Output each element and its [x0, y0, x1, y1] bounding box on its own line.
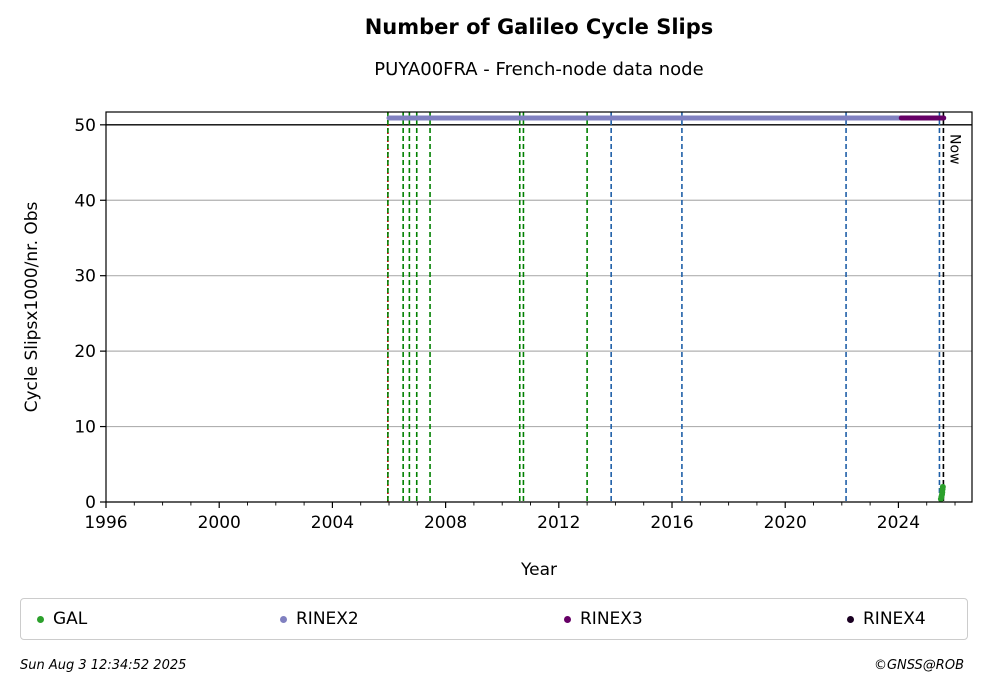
y-tick-label: 40: [74, 191, 96, 211]
x-tick-label: 2004: [311, 513, 354, 533]
y-tick-label: 0: [85, 493, 96, 513]
credit: ©GNSS@ROB: [873, 658, 964, 673]
legend-marker: [564, 615, 571, 623]
plot-frame: [105, 111, 973, 503]
legend-label: RINEX3: [580, 609, 643, 629]
x-tick-label: 2008: [424, 513, 467, 533]
now-label: Now: [946, 134, 962, 165]
timestamp: Sun Aug 3 12:34:52 2025: [20, 658, 187, 673]
y-axis: 0 10 20 30 40 50: [74, 116, 106, 513]
series-gal-point: [939, 483, 946, 490]
x-axis-label: Year: [520, 560, 557, 580]
y-axis-label: Cycle Slipsx1000/nr. Obs: [22, 201, 42, 412]
x-tick-label: 2012: [537, 513, 580, 533]
legend-label: RINEX2: [296, 609, 359, 629]
grid-lines: [106, 124, 972, 503]
legend: GAL RINEX2 RINEX3 RINEX4: [20, 598, 968, 640]
x-tick-label: 2024: [877, 513, 920, 533]
y-tick-label: 30: [74, 267, 96, 287]
y-tick-label: 20: [74, 342, 96, 362]
x-tick-label: 2000: [198, 513, 241, 533]
y-tick-label: 50: [74, 116, 96, 136]
data-marks: [386, 115, 947, 502]
legend-item-rinex4: RINEX4: [847, 599, 926, 639]
event-lines: [387, 112, 945, 502]
legend-label: RINEX4: [863, 609, 926, 629]
chart-title: Number of Galileo Cycle Slips: [364, 15, 714, 39]
x-tick-label: 2020: [764, 513, 807, 533]
x-axis: 1996 2000 2004 2008 2012 2016 2020 2024: [84, 502, 956, 533]
legend-item-rinex2: RINEX2: [280, 599, 359, 639]
legend-marker: [37, 615, 44, 623]
chart-subtitle: PUYA00FRA - French-node data node: [374, 59, 704, 80]
y-tick-label: 10: [74, 418, 96, 438]
x-tick-label: 1996: [84, 513, 127, 533]
legend-marker: [847, 615, 854, 623]
legend-item-rinex3: RINEX3: [564, 599, 643, 639]
x-tick-label: 2016: [650, 513, 693, 533]
legend-label: GAL: [53, 609, 88, 629]
legend-item-gal: GAL: [37, 599, 87, 639]
legend-marker: [280, 615, 287, 623]
